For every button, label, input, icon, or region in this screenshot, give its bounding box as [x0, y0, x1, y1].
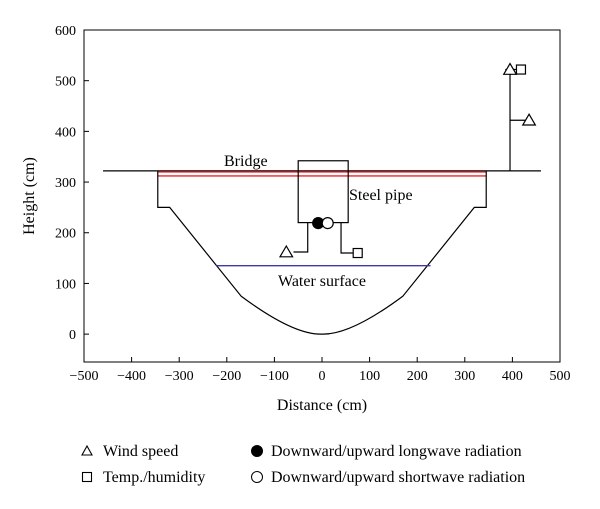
y-tick-label: 400 — [55, 125, 76, 140]
temp-humidity-marker — [515, 64, 527, 75]
x-tick-label: 500 — [550, 369, 571, 384]
wind-speed-marker — [502, 62, 518, 75]
shortwave-radiation-marker — [321, 217, 334, 230]
y-tick-label: 300 — [55, 176, 76, 191]
x-tick-label: 100 — [359, 369, 380, 384]
x-tick-label: −400 — [117, 369, 146, 384]
bridge-label: Bridge — [224, 153, 268, 170]
y-tick-label: 500 — [55, 75, 76, 90]
x-tick-label: −500 — [70, 369, 99, 384]
legend-shortwave-label: Downward/upward shortwave radiation — [271, 469, 525, 486]
legend-wind-label: Wind speed — [103, 443, 178, 460]
x-tick-label: −200 — [212, 369, 241, 384]
temp-humidity-marker — [352, 247, 363, 259]
x-axis-title: Distance (cm) — [277, 397, 367, 414]
legend-temp-icon — [81, 471, 93, 483]
legend-wind-icon — [81, 444, 93, 456]
steel-pipe-box — [297, 160, 349, 224]
x-tick-label: −100 — [260, 369, 289, 384]
y-axis-ticks: 0 100 200 300 400 500 600 — [55, 24, 89, 343]
legend-shortwave-icon — [251, 471, 263, 483]
x-tick-label: 0 — [319, 369, 326, 384]
plot-frame — [83, 29, 561, 363]
x-tick-label: −300 — [165, 369, 194, 384]
sensor-mount-arms — [293, 222, 353, 254]
y-tick-label: 100 — [55, 277, 76, 292]
y-axis-title: Height (cm) — [21, 157, 38, 235]
bridge-channel-diagram: Bridge Steel pipe Water surface — [103, 62, 541, 335]
legend-longwave-label: Downward/upward longwave radiation — [271, 443, 522, 460]
legend-longwave-icon — [251, 445, 263, 457]
y-tick-label: 200 — [55, 227, 76, 242]
legend: Wind speed Temp./humidity Downward/upwar… — [81, 443, 525, 486]
x-tick-label: 300 — [454, 369, 475, 384]
wind-speed-marker — [521, 113, 537, 126]
x-tick-label: 200 — [407, 369, 428, 384]
y-tick-label: 600 — [55, 24, 76, 39]
sensor-mast — [505, 68, 526, 171]
channel-profile — [157, 170, 487, 335]
legend-temp-label: Temp./humidity — [103, 469, 205, 486]
x-tick-label: 400 — [502, 369, 523, 384]
steel-pipe-label: Steel pipe — [349, 187, 413, 204]
wind-speed-marker — [278, 244, 294, 258]
x-axis-ticks: −500 −400 −300 −200 −100 0 100 200 300 400 500 — [70, 357, 571, 384]
water-surface-label: Water surface — [278, 273, 366, 290]
y-tick-label: 0 — [69, 328, 76, 343]
